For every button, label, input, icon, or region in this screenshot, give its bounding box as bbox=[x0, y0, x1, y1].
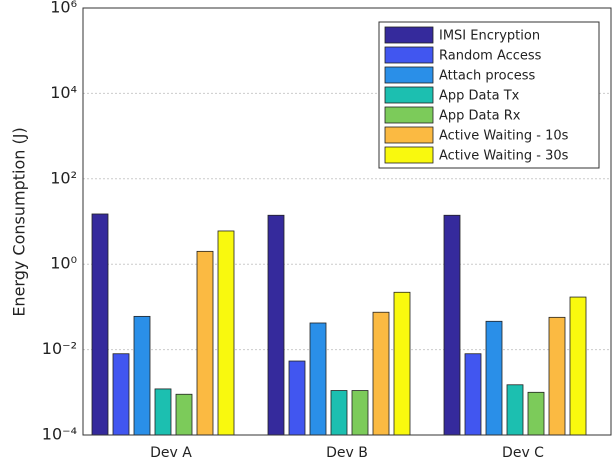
bar bbox=[330, 390, 348, 436]
bar bbox=[443, 214, 461, 436]
legend-swatch bbox=[384, 46, 434, 64]
bar bbox=[154, 388, 172, 436]
legend-swatch bbox=[384, 66, 434, 84]
y-tick-label: 10⁰ bbox=[50, 254, 77, 273]
bar bbox=[309, 322, 327, 436]
bar bbox=[464, 353, 482, 436]
legend-label: App Data Rx bbox=[439, 109, 521, 124]
y-tick-label: 10⁻² bbox=[42, 339, 77, 358]
bar bbox=[196, 250, 214, 436]
x-tick-label: Dev B bbox=[326, 445, 368, 461]
legend-label: Attach process bbox=[439, 69, 536, 84]
bar bbox=[485, 320, 503, 436]
bar bbox=[506, 384, 524, 436]
bar bbox=[175, 393, 193, 436]
bar bbox=[288, 360, 306, 436]
legend-swatch bbox=[384, 126, 434, 144]
bar bbox=[217, 230, 235, 436]
y-tick-label: 10⁻⁴ bbox=[42, 425, 77, 444]
y-tick-label: 10⁶ bbox=[50, 0, 77, 17]
x-tick-label: Dev A bbox=[150, 445, 192, 461]
legend-label: Active Waiting - 10s bbox=[439, 129, 569, 144]
legend-swatch bbox=[384, 106, 434, 124]
y-tick-label: 10⁴ bbox=[50, 83, 77, 102]
bar bbox=[351, 390, 369, 436]
bar bbox=[527, 391, 545, 436]
legend-label: App Data Tx bbox=[439, 89, 520, 104]
legend-label: IMSI Encryption bbox=[439, 29, 540, 44]
bar bbox=[133, 315, 151, 436]
legend-label: Active Waiting - 30s bbox=[439, 149, 569, 164]
axes-frame bbox=[82, 7, 612, 436]
x-tick-label: Dev C bbox=[502, 445, 544, 461]
bar bbox=[548, 316, 566, 436]
legend-swatch bbox=[384, 26, 434, 44]
bar bbox=[91, 213, 109, 436]
y-axis-label: Energy Consumption (J) bbox=[10, 127, 29, 316]
legend-label: Random Access bbox=[439, 49, 542, 64]
legend-swatch bbox=[384, 146, 434, 164]
y-tick-label: 10² bbox=[50, 168, 77, 187]
bar bbox=[393, 291, 411, 436]
legend-swatch bbox=[384, 86, 434, 104]
bar bbox=[372, 311, 390, 436]
bar bbox=[112, 353, 130, 436]
bar bbox=[569, 296, 587, 436]
bar bbox=[267, 214, 285, 436]
